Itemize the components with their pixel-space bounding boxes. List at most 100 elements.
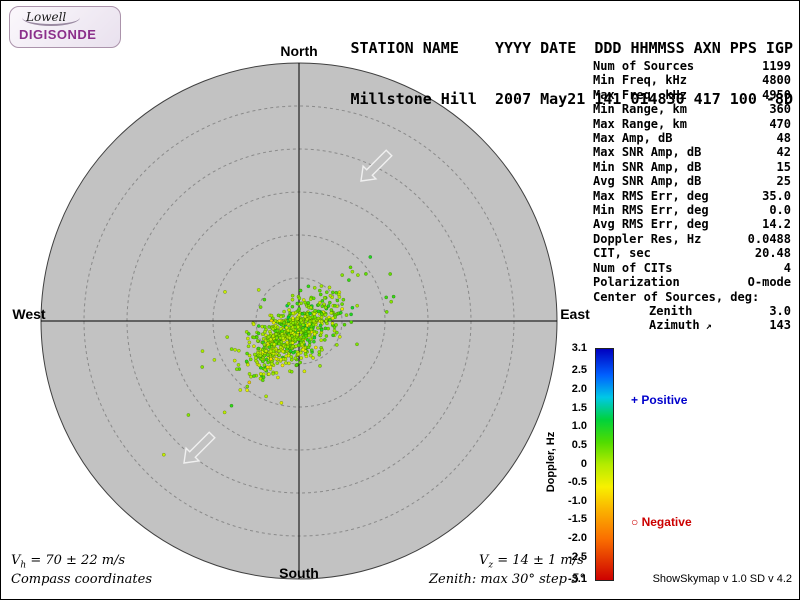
logo-lowell-text: Lowell bbox=[26, 10, 67, 24]
param-label: Max RMS Err, deg bbox=[593, 188, 709, 203]
zenith-range-caption: Zenith: max 30° step 5° bbox=[429, 572, 586, 587]
param-label: Min SNR Amp, dB bbox=[593, 159, 702, 174]
param-row: Doppler Res, Hz 0.0488 bbox=[593, 232, 791, 246]
param-value: 0.0 bbox=[769, 203, 791, 218]
legend-positive-label: Positive bbox=[641, 393, 688, 407]
colorbar-tick-label: -2.5 bbox=[568, 550, 587, 563]
colorbar-tick-label: 3.1 bbox=[571, 342, 587, 354]
header-columns-line: STATION NAME YYYY DATE DDD HHMMSS AXN PP… bbox=[350, 39, 793, 57]
param-label: Avg SNR Amp, dB bbox=[593, 174, 702, 189]
param-label: Num of Sources bbox=[593, 59, 695, 73]
param-label: Max SNR Amp, dB bbox=[593, 145, 702, 160]
param-row: Num of CITs 4 bbox=[593, 261, 791, 275]
compass-label-north: North bbox=[280, 43, 318, 59]
param-row: Azimuth ↗ 143 bbox=[593, 318, 791, 334]
param-label: Azimuth ↗ bbox=[649, 318, 712, 333]
param-value: 1199 bbox=[762, 59, 791, 73]
center-of-sources-header: Center of Sources, deg: bbox=[593, 289, 760, 304]
colorbar-tick-label: 0 bbox=[580, 457, 587, 470]
coordinates-caption: Compass coordinates bbox=[11, 572, 152, 587]
param-label: Num of CITs bbox=[593, 260, 673, 275]
colorbar-tick-label: -1.5 bbox=[568, 513, 587, 526]
param-row: Num of Sources 1199 bbox=[593, 59, 791, 73]
parameters-panel: Num of Sources 1199 Min Freq, kHz 4800 Max F… bbox=[593, 59, 791, 335]
param-value: 4800 bbox=[762, 73, 791, 88]
param-row: Max RMS Err, deg 35.0 bbox=[593, 189, 791, 203]
circle-icon: ○ bbox=[631, 515, 639, 529]
doppler-colorbar bbox=[595, 348, 614, 581]
param-label: Max Amp, dB bbox=[593, 131, 673, 146]
lowell-digisonde-logo: Lowell DIGISONDE bbox=[9, 6, 121, 48]
scatter-points bbox=[161, 255, 396, 457]
param-value: 14.2 bbox=[762, 217, 791, 232]
colorbar-tick-label: 0.5 bbox=[571, 438, 587, 451]
param-label: CIT, sec bbox=[593, 246, 651, 261]
param-row: Max Range, km 470 bbox=[593, 117, 791, 131]
param-row: Min Freq, kHz 4800 bbox=[593, 73, 791, 87]
colorbar-tick-label: -3.1 bbox=[568, 573, 587, 585]
param-value: 4 bbox=[783, 260, 791, 275]
param-label: Polarization bbox=[593, 275, 680, 290]
colorbar-axis-label: Doppler, Hz bbox=[545, 431, 557, 493]
param-row: Min Range, km 360 bbox=[593, 102, 791, 116]
colorbar-tick-label: 1.5 bbox=[571, 401, 587, 414]
param-label: Doppler Res, Hz bbox=[593, 231, 702, 246]
param-value: 3.0 bbox=[769, 303, 791, 318]
param-row: Min SNR Amp, dB 15 bbox=[593, 160, 791, 174]
compass-label-south: South bbox=[279, 565, 319, 581]
param-row: Avg RMS Err, deg 14.2 bbox=[593, 217, 791, 231]
param-label: Max Freq, kHz bbox=[593, 87, 687, 102]
param-label: Min RMS Err, deg bbox=[593, 203, 709, 218]
param-row: Max Amp, dB 48 bbox=[593, 131, 791, 145]
param-value: 48 bbox=[776, 131, 791, 146]
param-row: Avg SNR Amp, dB 25 bbox=[593, 174, 791, 188]
param-row: Max Freq, kHz 4950 bbox=[593, 88, 791, 102]
compass-label-east: East bbox=[560, 306, 590, 322]
param-value: 42 bbox=[776, 145, 791, 160]
azimuth-direction-icon: ↗ bbox=[699, 321, 712, 333]
param-value: 4950 bbox=[762, 87, 791, 102]
legend-negative: ○ Negative bbox=[631, 515, 692, 529]
param-value: 20.48 bbox=[754, 246, 791, 261]
colorbar-tick-label: -1.0 bbox=[568, 494, 587, 507]
param-label: Max Range, km bbox=[593, 116, 687, 131]
compass-label-west: West bbox=[12, 306, 46, 322]
logo-digisonde-text: DIGISONDE bbox=[19, 27, 97, 42]
param-value: 0.0488 bbox=[747, 231, 791, 246]
station-header: STATION NAME YYYY DATE DDD HHMMSS AXN PP… bbox=[350, 6, 793, 142]
param-label: Avg RMS Err, deg bbox=[593, 217, 709, 232]
vertical-velocity-value: Vz = 14 ± 1 m/s bbox=[479, 553, 584, 571]
colorbar-tick-label: -0.5 bbox=[568, 476, 587, 489]
logo-swoosh-icon bbox=[22, 9, 80, 26]
param-value: 25 bbox=[776, 174, 791, 189]
legend-negative-label: Negative bbox=[641, 515, 692, 529]
header-values-line: Millstone Hill 2007 May21 141 014830 417… bbox=[350, 90, 793, 108]
param-value: 15 bbox=[776, 159, 791, 174]
param-value: 470 bbox=[769, 116, 791, 131]
colorbar-tick-label: 1.0 bbox=[571, 420, 587, 433]
param-row: Polarization O-mode bbox=[593, 275, 791, 289]
param-label: Zenith bbox=[649, 303, 693, 318]
colorbar-tick-label: -2.0 bbox=[568, 532, 587, 545]
param-value: 143 bbox=[769, 318, 791, 333]
param-value: O-mode bbox=[747, 275, 791, 290]
param-row: Zenith 3.0 bbox=[593, 304, 791, 318]
parameters-rows: Num of Sources 1199 Min Freq, kHz 4800 Max F… bbox=[593, 59, 791, 290]
param-row: CIT, sec 20.48 bbox=[593, 246, 791, 260]
param-value: 35.0 bbox=[762, 188, 791, 203]
param-row: Min RMS Err, deg 0.0 bbox=[593, 203, 791, 217]
param-row: Max SNR Amp, dB 42 bbox=[593, 145, 791, 159]
colorbar-ticks: 3.1 2.5 2.0 1.5 1.0 0.5 0 -0.5 -1.0 -1.5 -2.0 -2.5 -… bbox=[549, 342, 591, 585]
colorbar-tick-label: 2.5 bbox=[571, 364, 587, 377]
colorbar-tick-label: 2.0 bbox=[571, 382, 587, 395]
program-version-caption: ShowSkymap v 1.0 SD v 4.2 bbox=[652, 573, 792, 585]
plus-icon: + bbox=[631, 393, 639, 407]
param-label: Min Range, km bbox=[593, 102, 687, 117]
center-of-sources-rows: Zenith 3.0 Azimuth ↗ 143 bbox=[593, 304, 791, 335]
legend-positive: + Positive bbox=[631, 393, 687, 407]
param-label: Min Freq, kHz bbox=[593, 73, 687, 88]
horizontal-velocity-value: Vh = 70 ± 22 m/s bbox=[11, 553, 126, 571]
drift-arrow-icon bbox=[183, 149, 393, 464]
